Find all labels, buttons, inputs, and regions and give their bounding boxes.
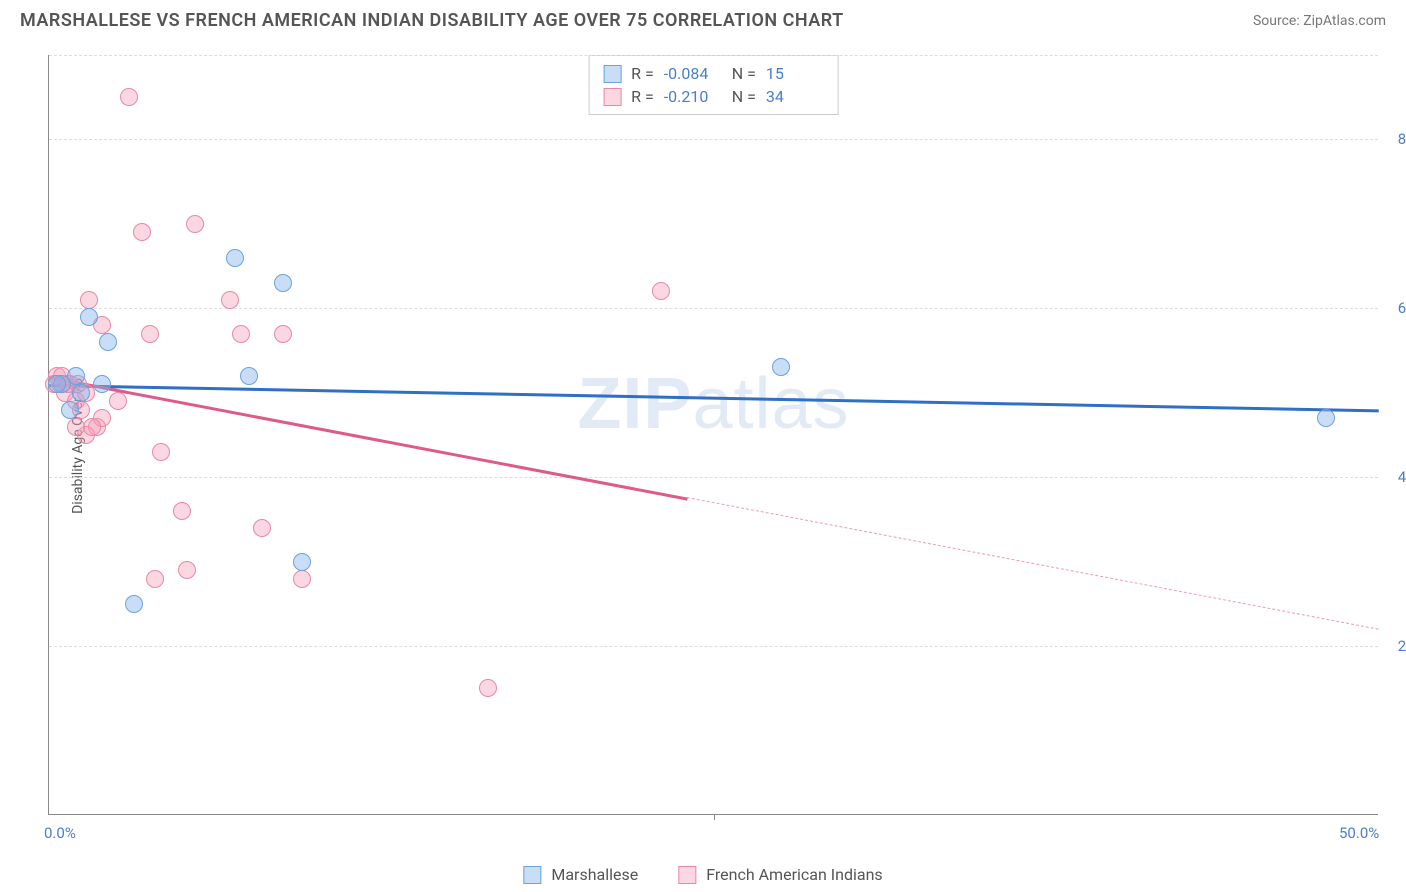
series1-r-value: -0.084 (664, 64, 722, 83)
series1-n-value: 15 (766, 64, 824, 83)
stats-legend-box: R = -0.084 N = 15 R = -0.210 N = 34 (588, 55, 839, 115)
header: MARSHALLESE VS FRENCH AMERICAN INDIAN DI… (0, 0, 1406, 36)
chart-container: MARSHALLESE VS FRENCH AMERICAN INDIAN DI… (0, 0, 1406, 892)
data-point (141, 325, 159, 343)
data-point (274, 325, 292, 343)
data-point (61, 401, 79, 419)
gridline (49, 646, 1378, 647)
plot-area: ZIPatlas R = -0.084 N = 15 R = -0.210 N … (48, 55, 1378, 815)
x-tick-label: 50.0% (1339, 824, 1379, 842)
series2-swatch (603, 88, 621, 106)
data-point (293, 553, 311, 571)
data-point (232, 325, 250, 343)
r-label: R = (631, 87, 654, 106)
x-minor-tick (714, 814, 715, 820)
source-label: Source: ZipAtlas.com (1253, 13, 1386, 29)
data-point (293, 570, 311, 588)
data-point (221, 291, 239, 309)
x-tick-label: 0.0% (44, 824, 76, 842)
data-point (274, 274, 292, 292)
gridline (49, 477, 1378, 478)
data-point (240, 367, 258, 385)
legend-swatch-1 (523, 866, 541, 884)
data-point (1317, 409, 1335, 427)
trend-dashed-1 (687, 497, 1379, 630)
y-tick-label: 60.0% (1398, 299, 1406, 317)
watermark-bold: ZIP (577, 364, 692, 444)
legend-bottom: Marshallese French American Indians (523, 865, 882, 884)
stats-row-1: R = -0.084 N = 15 (603, 62, 824, 85)
data-point (80, 308, 98, 326)
trend-line-0 (49, 384, 1379, 412)
n-label: N = (732, 87, 756, 106)
gridline (49, 308, 1378, 309)
stats-row-2: R = -0.210 N = 34 (603, 85, 824, 108)
y-tick-label: 80.0% (1398, 130, 1406, 148)
r-label: R = (631, 64, 654, 83)
data-point (109, 392, 127, 410)
legend-swatch-2 (678, 866, 696, 884)
data-point (133, 223, 151, 241)
y-tick-label: 40.0% (1398, 468, 1406, 486)
y-tick-label: 20.0% (1398, 637, 1406, 655)
chart-title: MARSHALLESE VS FRENCH AMERICAN INDIAN DI… (20, 10, 844, 31)
legend-item-2: French American Indians (678, 865, 882, 884)
series2-r-value: -0.210 (664, 87, 722, 106)
data-point (173, 502, 191, 520)
data-point (152, 443, 170, 461)
data-point (48, 375, 66, 393)
data-point (120, 88, 138, 106)
data-point (72, 384, 90, 402)
series2-n-value: 34 (766, 87, 824, 106)
data-point (253, 519, 271, 537)
data-point (99, 333, 117, 351)
data-point (67, 418, 85, 436)
watermark: ZIPatlas (577, 363, 849, 445)
data-point (226, 249, 244, 267)
series1-swatch (603, 65, 621, 83)
n-label: N = (732, 64, 756, 83)
legend-label-2: French American Indians (706, 865, 882, 884)
data-point (146, 570, 164, 588)
watermark-light: atlas (692, 364, 849, 444)
data-point (479, 679, 497, 697)
data-point (83, 418, 101, 436)
gridline (49, 55, 1378, 56)
legend-item-1: Marshallese (523, 865, 638, 884)
data-point (652, 282, 670, 300)
data-point (186, 215, 204, 233)
data-point (772, 358, 790, 376)
legend-label-1: Marshallese (551, 865, 638, 884)
data-point (125, 595, 143, 613)
data-point (178, 561, 196, 579)
data-point (93, 375, 111, 393)
gridline (49, 139, 1378, 140)
data-point (80, 291, 98, 309)
